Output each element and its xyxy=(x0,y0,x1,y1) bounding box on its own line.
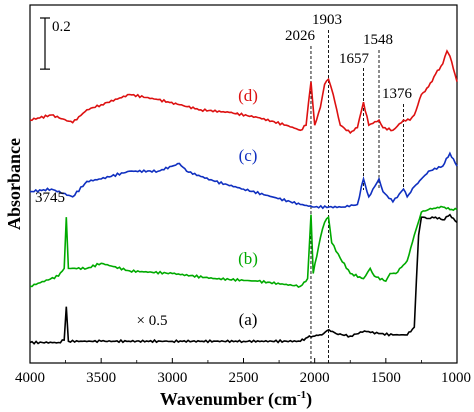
series-label-d: (d) xyxy=(238,86,258,105)
series-line-a xyxy=(29,213,458,345)
peak-label-1548: 1548 xyxy=(363,32,393,48)
x-tick-label-2000: 2000 xyxy=(300,370,330,386)
multiplier-label: × 0.5 xyxy=(137,313,168,329)
scale-bar-label: 0.2 xyxy=(52,19,71,35)
x-axis-title-main: Wavenumber (cm xyxy=(160,389,297,410)
spectra xyxy=(29,49,458,345)
x-axis-title-superscript: -1 xyxy=(297,389,306,401)
x-axis-title-close: ) xyxy=(306,389,312,410)
series-line-c xyxy=(29,151,458,210)
peak-label-1903: 1903 xyxy=(312,12,342,28)
x-tick-label-3000: 3000 xyxy=(157,370,187,386)
peak-guide-lines xyxy=(310,30,404,363)
x-tick-label-4000: 4000 xyxy=(15,370,45,386)
scale-bar: 0.2 xyxy=(40,17,71,70)
x-tick-label-2500: 2500 xyxy=(229,370,259,386)
series-line-d xyxy=(29,49,458,135)
x-tick-label-3500: 3500 xyxy=(86,370,116,386)
peak-label-1376: 1376 xyxy=(382,86,413,102)
peak-label-2026: 2026 xyxy=(285,28,316,44)
peak-label-1657: 1657 xyxy=(339,51,370,67)
x-axis-title: Wavenumber (cm-1) xyxy=(160,389,312,410)
x-tick-label-1000: 1000 xyxy=(441,370,471,386)
x-axis-ticks: 4000 3500 3000 2500 2000 1500 1000 xyxy=(15,358,471,386)
series-line-b xyxy=(29,205,458,289)
series-label-c: (c) xyxy=(239,146,258,165)
y-axis-title: Absorbance xyxy=(4,138,24,230)
series-label-b: (b) xyxy=(238,249,258,268)
series-label-a: (a) xyxy=(239,310,258,329)
x-tick-label-1500: 1500 xyxy=(371,370,401,386)
peak-label-3745: 3745 xyxy=(35,190,65,206)
